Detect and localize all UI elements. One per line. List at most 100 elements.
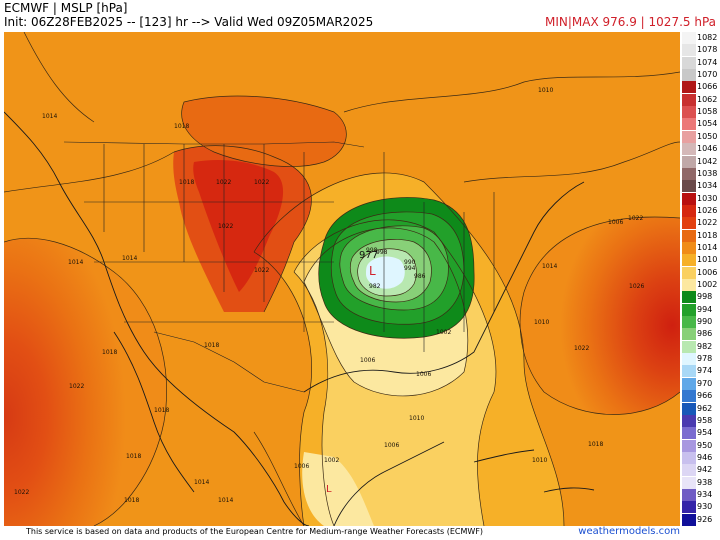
legend-level: 962 <box>682 402 720 415</box>
legend-level: 926 <box>682 513 720 526</box>
legend-level: 942 <box>682 464 720 477</box>
legend-level: 938 <box>682 476 720 489</box>
isobar-label: 1022 <box>628 215 643 222</box>
isobar-label: 1006 <box>384 442 399 449</box>
high-north <box>181 96 347 167</box>
legend-swatch <box>682 451 696 464</box>
legend-level: 1058 <box>682 106 720 119</box>
legend-level: 974 <box>682 365 720 378</box>
legend-swatch <box>682 377 696 390</box>
legend-label: 1038 <box>697 168 718 178</box>
high-east <box>520 216 680 415</box>
legend-level: 1054 <box>682 118 720 131</box>
legend-swatch <box>682 106 696 119</box>
isobar-label: 990 <box>404 259 416 266</box>
legend-level: 954 <box>682 427 720 440</box>
legend-level: 1082 <box>682 32 720 45</box>
field-1002-south <box>302 452 374 526</box>
legend-swatch <box>682 439 696 452</box>
isobar-label: 1002 <box>324 457 339 464</box>
footer-bar: This service is based on data and produc… <box>0 526 720 540</box>
pressure-legend: 1082 1078 1074 1070 1066 1062 1058 1054 1050 1046… <box>682 32 720 526</box>
legend-swatch <box>682 56 696 69</box>
low-marker-main: L <box>369 264 376 278</box>
legend-level: 1002 <box>682 279 720 292</box>
isobar-label: 1014 <box>218 497 233 504</box>
isobar-label: 1022 <box>574 345 589 352</box>
brand-link[interactable]: weathermodels.com <box>578 526 680 537</box>
legend-label: 1058 <box>697 107 718 117</box>
legend-label: 1002 <box>697 280 718 289</box>
legend-swatch <box>682 143 696 156</box>
isobar-label: 1014 <box>194 479 209 486</box>
isobar-label: 1022 <box>69 383 84 390</box>
legend-swatch <box>682 81 696 94</box>
pressure-map[interactable]: 1014 1014 1014 1018 1018 1018 1018 1018 1018 1022… <box>4 32 680 526</box>
isobar-label: 1022 <box>216 179 231 186</box>
legend-level: 1030 <box>682 192 720 205</box>
legend-label: 946 <box>697 452 713 462</box>
legend-label: 1034 <box>697 181 718 191</box>
map-title: ECMWF | MSLP [hPa] <box>4 1 128 15</box>
isobar-label: 1002 <box>436 329 451 336</box>
isobar-label: 1006 <box>608 219 623 226</box>
legend-level: 1022 <box>682 217 720 230</box>
isobar-label: 1010 <box>538 87 553 94</box>
legend-swatch <box>682 414 696 427</box>
legend-swatch <box>682 44 696 57</box>
legend-level: 1014 <box>682 241 720 254</box>
init-valid-line: Init: 06Z28FEB2025 -- [123] hr --> Valid… <box>4 15 374 29</box>
low-978 <box>366 256 405 289</box>
legend-label: 1066 <box>697 82 718 92</box>
min-max-readout: MIN|MAX 976.9 | 1027.5 hPa <box>545 15 716 29</box>
legend-label: 1006 <box>697 267 718 277</box>
legend-swatch <box>682 390 696 403</box>
isobar-label: 1010 <box>534 319 549 326</box>
legend-label: 1018 <box>697 230 718 240</box>
legend-label: 926 <box>697 514 713 524</box>
legend-level: 978 <box>682 353 720 366</box>
isobars <box>4 32 680 526</box>
isobar-label: 1018 <box>126 453 141 460</box>
legend-label: 998 <box>697 292 713 302</box>
legend-label: 1082 <box>697 33 718 42</box>
legend-label: 1042 <box>697 156 718 166</box>
legend-label: 934 <box>697 489 713 499</box>
legend-level: 1050 <box>682 130 720 143</box>
isobar-label: 1018 <box>124 497 139 504</box>
legend-swatch <box>682 217 696 230</box>
legend-level: 1006 <box>682 266 720 279</box>
low-secondary-value: 982 <box>369 283 381 290</box>
legend-swatch <box>682 501 696 514</box>
legend-label: 1014 <box>697 242 718 252</box>
legend-label: 1022 <box>697 218 718 228</box>
legend-level: 946 <box>682 451 720 464</box>
legend-label: 1010 <box>697 255 718 265</box>
legend-level: 1070 <box>682 69 720 82</box>
legend-swatch <box>682 204 696 217</box>
isobar-label: 1022 <box>254 267 269 274</box>
legend-level: 1026 <box>682 204 720 217</box>
legend-level: 970 <box>682 377 720 390</box>
legend-swatch <box>682 241 696 254</box>
legend-swatch <box>682 155 696 168</box>
legend-label: 962 <box>697 403 713 413</box>
legend-swatch <box>682 118 696 131</box>
legend-label: 958 <box>697 415 713 425</box>
isobar-label: 1018 <box>588 441 603 448</box>
isobar-label: 1018 <box>179 179 194 186</box>
low-marker-south: L <box>326 484 332 495</box>
isobar-label: 1006 <box>416 371 431 378</box>
legend-swatch <box>682 69 696 82</box>
isobar-label: 1010 <box>532 457 547 464</box>
isobar-label: 1022 <box>254 179 269 186</box>
legend-label: 994 <box>697 304 713 314</box>
legend-swatch <box>682 291 696 304</box>
isobar-label: 1022 <box>218 223 233 230</box>
isobar-label: 1010 <box>409 415 424 422</box>
isobar-label: 986 <box>414 273 426 280</box>
isobar-label: 1018 <box>154 407 169 414</box>
legend-level: 1074 <box>682 56 720 69</box>
isobar-label: 994 <box>404 265 416 272</box>
legend-label: 1070 <box>697 70 718 80</box>
